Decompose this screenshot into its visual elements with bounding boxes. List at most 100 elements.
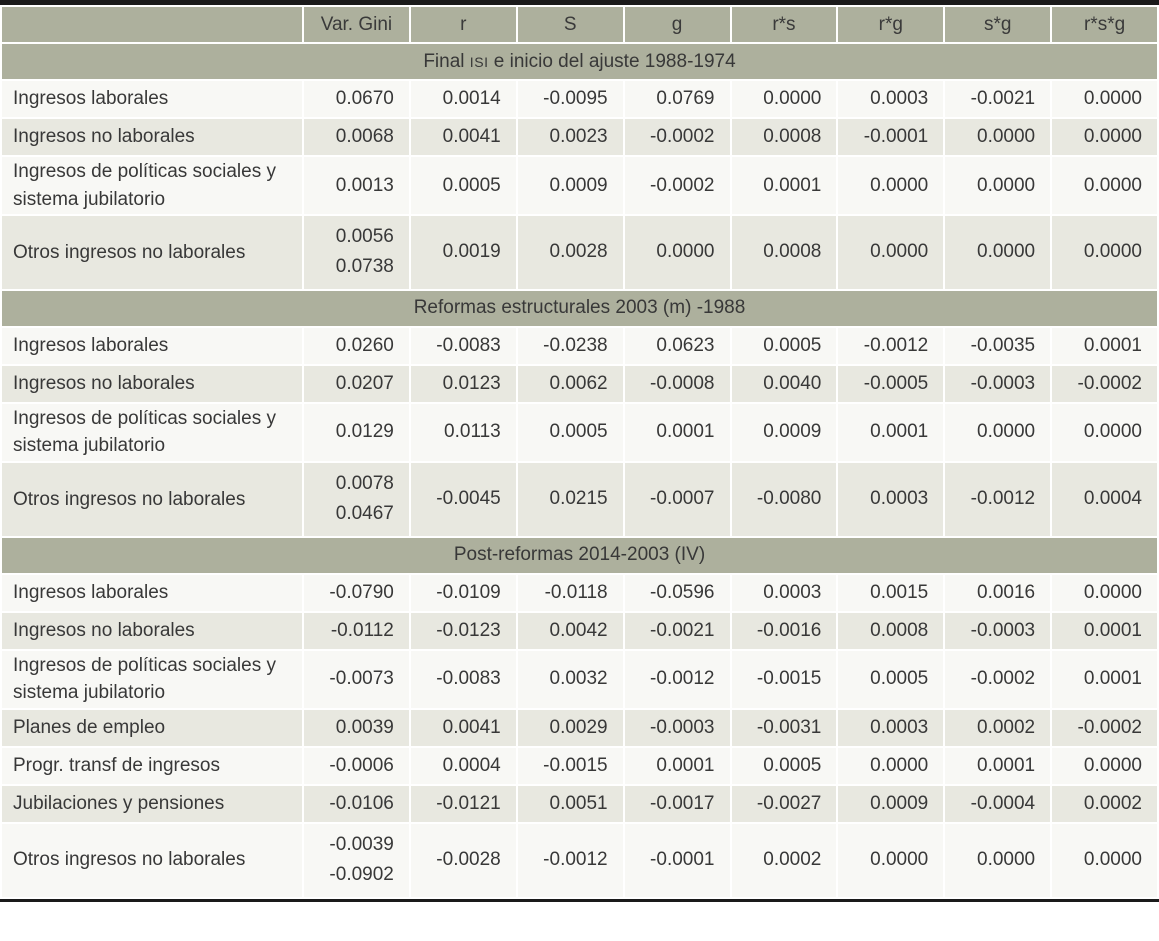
value-cell: -0.0008: [624, 365, 730, 402]
value-cell: -0.0121: [410, 785, 516, 822]
row-label: Otros ingresos no laborales: [2, 462, 302, 536]
value-cell: 0.0041: [410, 119, 516, 155]
value-cell: 0.0005: [410, 157, 516, 215]
stacked-value: 0.0467: [335, 503, 394, 525]
value-cell: -0.0790: [304, 574, 409, 611]
value-cell: 0.0670: [304, 81, 409, 117]
value-cell: 0.0016: [945, 574, 1051, 611]
table-row: Ingresos de políticas sociales y sistema…: [2, 403, 1157, 461]
value-cell: -0.0003: [945, 365, 1051, 402]
value-cell: 0.0000: [945, 119, 1051, 155]
value-cell: 0.0000: [1052, 81, 1157, 117]
value-cell: -0.0003: [624, 709, 730, 746]
row-label: Jubilaciones y pensiones: [2, 785, 302, 822]
value-cell: 0.0028: [517, 216, 623, 289]
row-label: Ingresos de políticas sociales y sistema…: [2, 403, 302, 461]
table-row: Ingresos laborales 0.0670 0.0014 -0.0095 0.0…: [2, 81, 1157, 117]
value-cell: 0.0123: [410, 365, 516, 402]
value-cell: 0.0009: [731, 403, 837, 461]
value-cell: -0.0001: [838, 119, 944, 155]
value-cell: 0.0000: [838, 823, 944, 897]
table-bottom-rule: [0, 898, 1159, 902]
value-cell: -0.0002: [1052, 365, 1157, 402]
value-cell: -0.0083: [410, 650, 516, 708]
section-header-row: Reformas estructurales 2003 (m) -1988: [2, 290, 1157, 326]
value-cell: 0.0029: [517, 709, 623, 746]
value-cell: 0.0260: [304, 327, 409, 364]
value-cell: -0.0015: [731, 650, 837, 708]
column-header: r*s: [731, 7, 837, 42]
table-row: Ingresos de políticas sociales y sistema…: [2, 157, 1157, 215]
value-cell: 0.0001: [838, 403, 944, 461]
value-cell: 0.0039: [304, 709, 409, 746]
value-cell: 0.0008: [731, 119, 837, 155]
value-cell: -0.0035: [945, 327, 1051, 364]
value-cell: -0.0015: [517, 747, 623, 784]
column-header: r*s*g: [1052, 7, 1157, 42]
section-header: Final ISI e inicio del ajuste 1988-1974: [2, 44, 1157, 79]
value-cell: -0.0002: [624, 157, 730, 215]
column-header: s*g: [945, 7, 1051, 42]
value-cell: 0.0003: [731, 574, 837, 611]
value-cell: 0.0000: [945, 403, 1051, 461]
value-cell: 0.0005: [838, 650, 944, 708]
value-cell: 0.0056 0.0738: [304, 216, 409, 289]
section-header: Reformas estructurales 2003 (m) -1988: [2, 290, 1157, 326]
value-cell: -0.0083: [410, 327, 516, 364]
value-cell: 0.0001: [1052, 327, 1157, 364]
table-row: Ingresos laborales -0.0790 -0.0109 -0.0118-…: [2, 574, 1157, 611]
value-cell: 0.0000: [624, 216, 730, 289]
table-row: Jubilaciones y pensiones -0.0106 -0.0121 0.…: [2, 785, 1157, 822]
value-cell: 0.0023: [517, 119, 623, 155]
table-row: Planes de empleo 0.0039 0.0041 0.0029 -0.000…: [2, 709, 1157, 746]
value-cell: 0.0005: [731, 327, 837, 364]
stacked-value: 0.0078: [335, 472, 394, 494]
value-cell: 0.0001: [945, 747, 1051, 784]
stacked-value: -0.0039: [329, 833, 394, 855]
value-cell: -0.0027: [731, 785, 837, 822]
table-row: Otros ingresos no laborales -0.0039 -0.090…: [2, 823, 1157, 897]
value-cell: 0.0000: [731, 81, 837, 117]
value-cell: -0.0039 -0.0902: [304, 823, 409, 897]
row-label: Ingresos de políticas sociales y sistema…: [2, 157, 302, 215]
value-cell: 0.0032: [517, 650, 623, 708]
value-cell: 0.0040: [731, 365, 837, 402]
value-cell: 0.0068: [304, 119, 409, 155]
value-cell: 0.0019: [410, 216, 516, 289]
column-header: r*g: [838, 7, 944, 42]
value-cell: 0.0001: [731, 157, 837, 215]
row-label: Progr. transf de ingresos: [2, 747, 302, 784]
section-title-text: Reformas estructurales 2003 (m) -1988: [413, 297, 746, 319]
value-cell: 0.0000: [945, 216, 1051, 289]
value-cell: 0.0000: [1052, 216, 1157, 289]
value-cell: 0.0623: [624, 327, 730, 364]
value-cell: 0.0001: [624, 747, 730, 784]
value-cell: 0.0062: [517, 365, 623, 402]
value-cell: 0.0003: [838, 81, 944, 117]
value-cell: -0.0028: [410, 823, 516, 897]
row-label: Ingresos no laborales: [2, 612, 302, 649]
value-cell: -0.0002: [945, 650, 1051, 708]
value-cell: 0.0009: [838, 785, 944, 822]
table-row: Otros ingresos no laborales 0.0056 0.0738 0…: [2, 216, 1157, 289]
table-row: Ingresos no laborales 0.0207 0.0123 0.0062-…: [2, 365, 1157, 402]
value-cell: 0.0000: [1052, 119, 1157, 155]
section-title-text: ISI: [469, 53, 489, 70]
section-title-text: e inicio del ajuste 1988-1974: [488, 50, 736, 72]
value-cell: 0.0004: [410, 747, 516, 784]
row-label: Otros ingresos no laborales: [2, 823, 302, 897]
stacked-value: 0.0056: [335, 226, 394, 248]
value-cell: -0.0045: [410, 462, 516, 536]
value-cell: -0.0016: [731, 612, 837, 649]
value-cell: 0.0129: [304, 403, 409, 461]
value-cell: -0.0017: [624, 785, 730, 822]
value-cell: -0.0001: [624, 823, 730, 897]
value-cell: -0.0123: [410, 612, 516, 649]
value-cell: 0.0000: [838, 216, 944, 289]
section-header-row: Final ISI e inicio del ajuste 1988-1974: [2, 44, 1157, 79]
value-cell: 0.0001: [624, 403, 730, 461]
value-cell: 0.0000: [1052, 157, 1157, 215]
table-row: Ingresos no laborales 0.0068 0.0041 0.0023-…: [2, 119, 1157, 155]
